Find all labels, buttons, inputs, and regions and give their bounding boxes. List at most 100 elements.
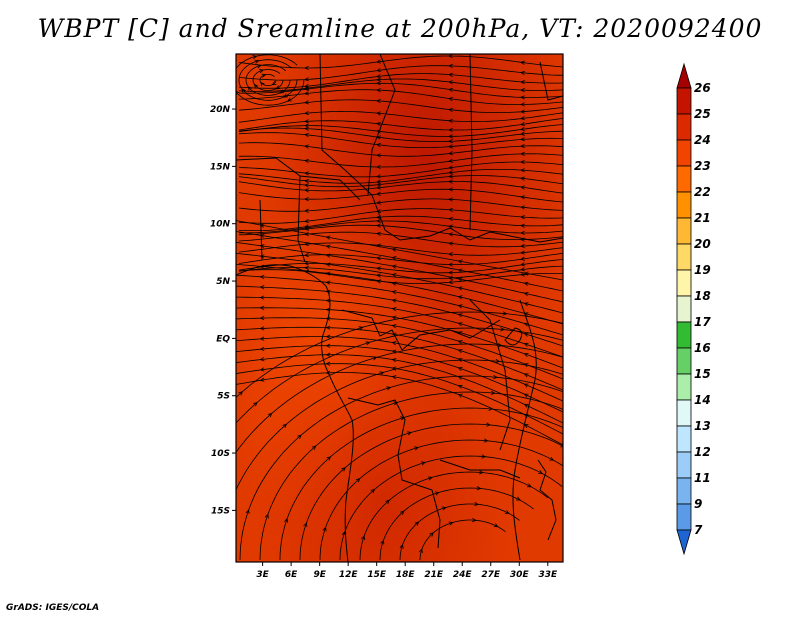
streamline-arrow <box>259 326 265 331</box>
streamline-arrow <box>391 298 397 303</box>
streamline-arrow <box>376 111 381 116</box>
streamline-arrow <box>457 340 463 345</box>
streamline <box>236 241 563 303</box>
streamline-arrow <box>325 262 331 267</box>
streamline-arrow <box>260 81 265 87</box>
streamline-arrow <box>304 208 309 213</box>
streamline-arrow <box>448 54 453 59</box>
streamline-arrow <box>638 351 642 354</box>
streamline-arrow <box>261 73 267 78</box>
streamline-arrow <box>448 521 454 526</box>
streamline-arrow <box>448 139 453 144</box>
streamline-arrow <box>448 87 453 92</box>
streamline-arrow <box>391 264 397 269</box>
streamline <box>236 263 563 325</box>
map-frame <box>235 53 564 563</box>
colorbar-swatch <box>676 477 692 505</box>
lon-label: 27E <box>481 570 501 580</box>
streamline-arrow <box>448 252 453 257</box>
streamline-arrow <box>325 370 331 375</box>
streamline-arrow <box>457 358 463 362</box>
streamline-arrow <box>376 164 381 170</box>
colorbar-label: 23 <box>694 159 711 173</box>
streamline <box>238 215 563 231</box>
streamline-arrow <box>420 461 426 466</box>
streamline-arrow <box>376 215 381 220</box>
streamline-arrow <box>457 349 463 354</box>
colorbar-label: 22 <box>694 185 711 199</box>
streamline-arrow <box>399 543 404 549</box>
streamline <box>238 181 563 194</box>
streamline-arrow <box>448 174 453 179</box>
streamline-arrow <box>341 467 346 472</box>
streamline-arrow <box>520 267 525 272</box>
streamline-arrow <box>391 307 397 312</box>
streamline-arrow <box>572 430 576 433</box>
streamline-arrow <box>448 165 453 170</box>
streamline-arrow <box>520 205 525 210</box>
streamline-arrow <box>259 305 265 310</box>
streamline-arrow <box>376 74 381 79</box>
streamline <box>238 55 563 69</box>
streamline-arrow <box>523 332 529 337</box>
streamline <box>299 423 563 561</box>
streamline-arrow <box>448 151 453 156</box>
streamline <box>238 208 563 224</box>
colorbar-label: 21 <box>694 211 711 225</box>
streamline-arrow <box>253 401 258 407</box>
streamline-arrow <box>376 266 381 271</box>
streamline-arrow <box>391 290 397 295</box>
streamline-arrow <box>399 510 405 515</box>
streamline <box>236 274 563 336</box>
streamline-arrow <box>457 322 463 327</box>
streamline-arrow <box>376 68 381 73</box>
streamline <box>236 327 563 424</box>
streamline-arrow <box>520 88 525 93</box>
streamline-arrow <box>304 183 309 188</box>
streamline-arrow <box>448 96 453 102</box>
streamline <box>359 471 549 561</box>
streamline-arrow <box>372 356 378 361</box>
streamline-arrow <box>457 367 463 371</box>
streamline-arrow <box>483 438 489 443</box>
streamline <box>238 231 563 248</box>
lat-label: 15S <box>211 506 230 516</box>
streamline-arrow <box>325 244 331 249</box>
streamline-arrow <box>326 456 332 461</box>
streamline-arrow <box>520 143 525 149</box>
streamlines <box>236 54 642 561</box>
streamline <box>236 343 563 453</box>
streamline-arrow <box>380 539 385 545</box>
streamline-arrow <box>391 341 397 346</box>
streamline-arrow <box>520 243 525 249</box>
latitude-axis: 20N 15N 10N 5N EQ 5S 10S 15S <box>210 105 236 516</box>
streamline-arrow <box>304 91 309 96</box>
grads-credit: GrADS: IGES/COLA <box>6 603 100 613</box>
lon-label: 33E <box>538 570 558 580</box>
streamline-arrow <box>284 517 289 523</box>
streamline <box>236 311 563 398</box>
streamline-arrow <box>486 422 491 427</box>
streamline-arrow <box>376 209 381 214</box>
streamline-arrow <box>448 63 453 69</box>
lat-label: 10S <box>211 449 230 459</box>
streamline <box>238 65 563 81</box>
streamline-arrow <box>282 423 288 429</box>
streamline-arrow <box>523 383 529 388</box>
streamline-arrow <box>448 134 453 139</box>
streamline-arrow <box>457 393 463 398</box>
streamline-arrow <box>523 373 529 378</box>
streamline-arrow <box>520 95 525 100</box>
lon-label: 9E <box>313 570 326 580</box>
streamline-arrow <box>376 174 381 179</box>
colorbar-label: 14 <box>694 393 711 407</box>
streamline-arrow <box>325 271 331 276</box>
streamline <box>236 307 563 369</box>
streamline-arrow <box>304 110 309 116</box>
streamline-arrow <box>283 93 288 98</box>
lon-label: 21E <box>424 570 444 580</box>
lon-label: 30E <box>510 570 530 580</box>
streamline-arrow <box>325 235 331 240</box>
streamline-arrow <box>385 499 390 505</box>
streamline <box>238 118 563 131</box>
